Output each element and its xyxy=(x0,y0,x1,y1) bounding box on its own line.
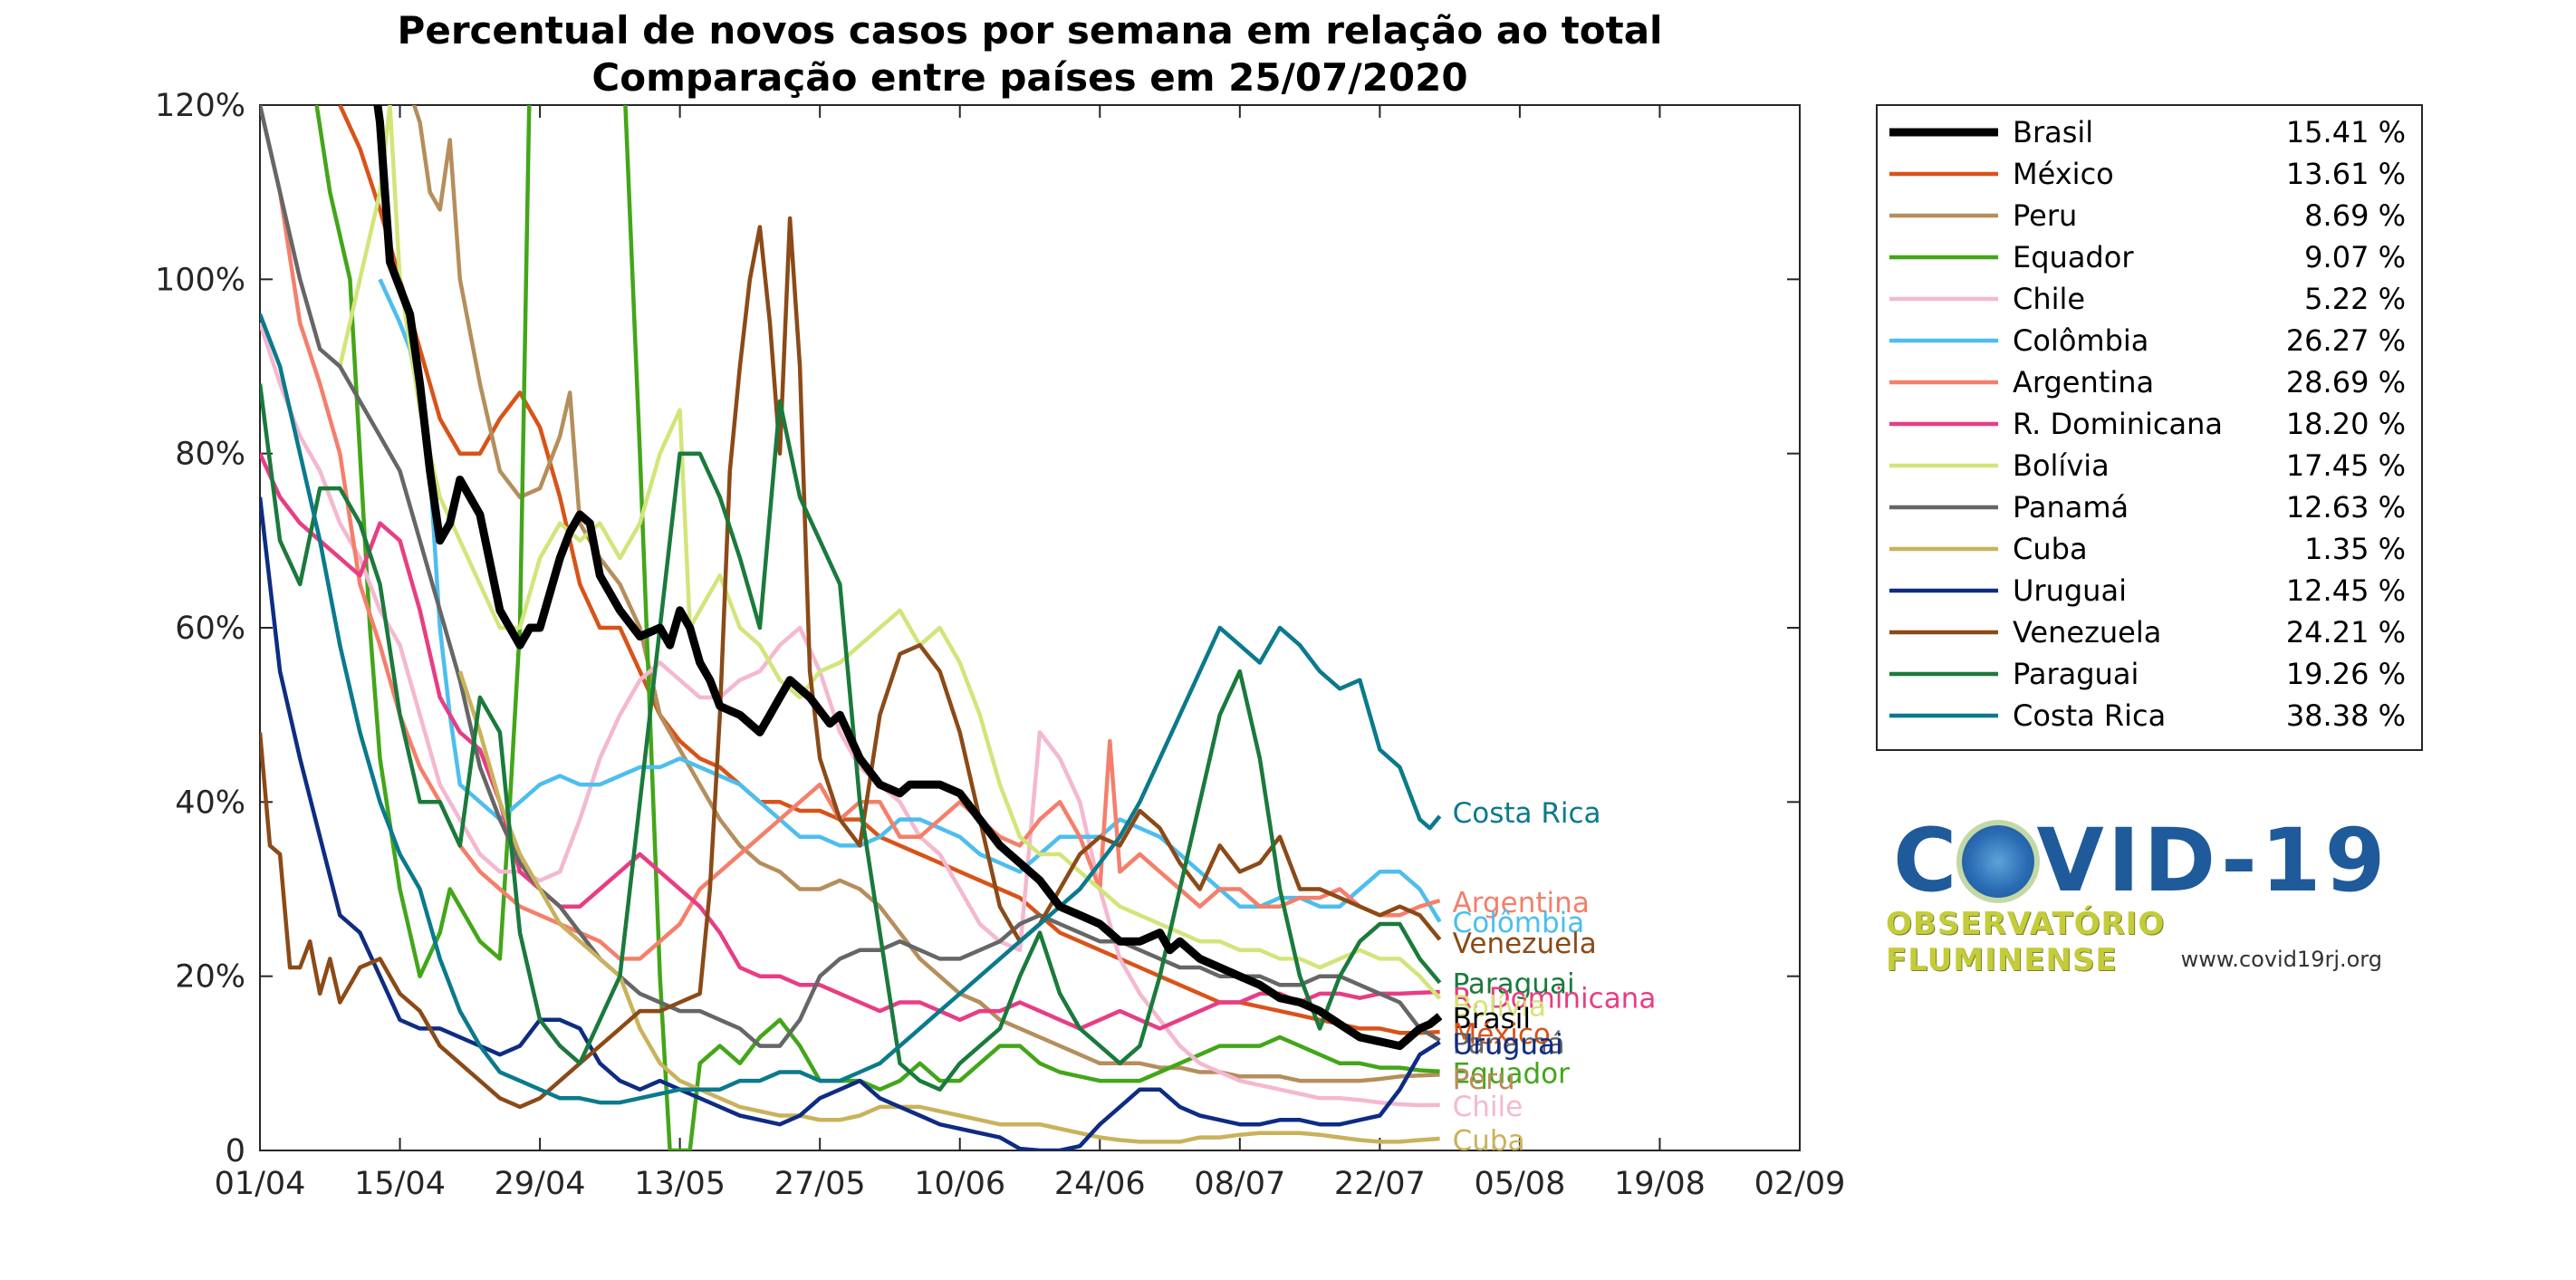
legend-entry: Chile xyxy=(2013,282,2085,316)
end-label: R. Dominicana xyxy=(1453,983,1657,1015)
legend-value: 26.27 % xyxy=(2286,323,2406,358)
end-label: Cuba xyxy=(1453,1124,1525,1157)
end-label: Chile xyxy=(1453,1091,1523,1123)
x-tick-label: 08/07 xyxy=(1194,1166,1285,1202)
legend-value: 24.21 % xyxy=(2286,615,2406,650)
legend-value: 38.38 % xyxy=(2286,698,2406,733)
legend-entry: Costa Rica xyxy=(2013,698,2166,733)
end-label: Argentina xyxy=(1453,887,1590,919)
x-tick-label: 24/06 xyxy=(1054,1166,1146,1202)
series-line-costa-rica xyxy=(260,313,1442,1105)
x-tick-label: 29/04 xyxy=(495,1166,586,1202)
end-label: Uruguai xyxy=(1453,1029,1563,1062)
x-tick-label: 01/04 xyxy=(215,1166,306,1202)
logo-subtitle: OBSERVATÓRIO FLUMINENSE xyxy=(1886,906,2166,978)
covid19-logo: C VID-19 OBSERVATÓRIO FLUMINENSE www.covi… xyxy=(1875,815,2400,978)
series-lines xyxy=(260,105,1443,1150)
legend: Brasil 15.41 % México 13.61 % Peru 8.69 % Equa… xyxy=(1876,104,2423,751)
x-tick-label: 19/08 xyxy=(1614,1166,1706,1202)
y-tick-label: 60% xyxy=(175,611,245,647)
end-label: Peru xyxy=(1453,1063,1515,1096)
legend-entry: Panamá xyxy=(2013,490,2129,525)
legend-value: 18.20 % xyxy=(2286,407,2406,441)
end-label: Equador xyxy=(1453,1057,1571,1090)
end-label: Bolívia xyxy=(1453,990,1546,1023)
legend-entry: Argentina xyxy=(2013,365,2154,399)
series-line-paraguai xyxy=(260,383,1442,1092)
y-tick-label: 100% xyxy=(155,262,245,298)
legend-entry: Bolívia xyxy=(2013,448,2110,483)
legend-value: 1.35 % xyxy=(2304,532,2406,566)
end-label: Costa Rica xyxy=(1453,797,1601,830)
legend-value: 12.63 % xyxy=(2286,490,2406,525)
legend-value: 13.61 % xyxy=(2286,157,2406,191)
legend-entry: Peru xyxy=(2013,198,2077,233)
y-tick-label: 40% xyxy=(175,784,245,821)
legend-entry: Colômbia xyxy=(2013,323,2148,358)
legend-entry: México xyxy=(2013,157,2114,191)
x-tick-label: 22/07 xyxy=(1334,1166,1426,1202)
legend-value: 15.41 % xyxy=(2286,115,2406,149)
logo-url: www.covid19rj.org xyxy=(2180,947,2382,972)
x-tick-label: 02/09 xyxy=(1754,1166,1846,1202)
end-label: Brasil xyxy=(1453,1003,1531,1035)
y-tick-label: 80% xyxy=(175,437,245,473)
series-line-peru xyxy=(411,105,1440,1083)
series-line-cuba xyxy=(457,670,1440,1144)
legend-entry: R. Dominicana xyxy=(2013,407,2223,441)
x-tick-label: 13/05 xyxy=(634,1166,726,1202)
legend-value: 19.26 % xyxy=(2286,657,2406,691)
series-line-venezuela xyxy=(260,216,1442,1110)
end-label: Colômbia xyxy=(1453,907,1585,939)
x-tick-label: 05/08 xyxy=(1474,1166,1565,1202)
legend-entry: Cuba xyxy=(2013,532,2088,566)
legend-value: 9.07 % xyxy=(2304,240,2406,274)
y-tick-label: 120% xyxy=(155,88,245,124)
end-label: Panamá xyxy=(1453,1028,1565,1061)
end-label: Paraguai xyxy=(1453,967,1575,1000)
axis-ticks: 01/04 15/04 29/04 13/05 27/05 10/06 24/06 08/07… xyxy=(155,88,1846,1202)
legend-value: 8.69 % xyxy=(2304,198,2406,233)
x-tick-label: 10/06 xyxy=(914,1166,1005,1202)
legend-entry: Brasil xyxy=(2013,115,2093,149)
y-tick-label: 0 xyxy=(226,1133,245,1169)
legend-entry: Equador xyxy=(2013,240,2134,274)
legend-entry: Paraguai xyxy=(2013,657,2139,691)
series-line-brasil xyxy=(373,105,1443,1051)
legend-entry: Venezuela xyxy=(2013,615,2161,650)
virus-icon xyxy=(1962,824,2035,898)
series-line-uruguai xyxy=(260,496,1441,1150)
x-tick-label: 27/05 xyxy=(774,1166,866,1202)
legend-entry: Uruguai xyxy=(2013,573,2127,608)
legend-value: 12.45 % xyxy=(2286,573,2406,608)
logo-main-text: C VID-19 xyxy=(1893,810,2389,911)
chart-subtitle: Comparação entre países em 25/07/2020 xyxy=(591,55,1467,100)
legend-value: 5.22 % xyxy=(2304,282,2406,316)
series-line-chile xyxy=(260,322,1440,1108)
legend-value: 17.45 % xyxy=(2286,448,2406,483)
end-label: México xyxy=(1453,1018,1551,1051)
chart-title: Percentual de novos casos por semana em … xyxy=(398,8,1663,53)
series-line-equador xyxy=(314,105,1440,1150)
legend-value: 28.69 % xyxy=(2286,365,2406,399)
legend-box xyxy=(1876,104,2423,751)
y-tick-label: 20% xyxy=(175,959,245,996)
series-line-r-dominicana xyxy=(260,452,1440,1031)
end-label: Venezuela xyxy=(1453,928,1597,960)
x-tick-label: 15/04 xyxy=(354,1166,446,1202)
